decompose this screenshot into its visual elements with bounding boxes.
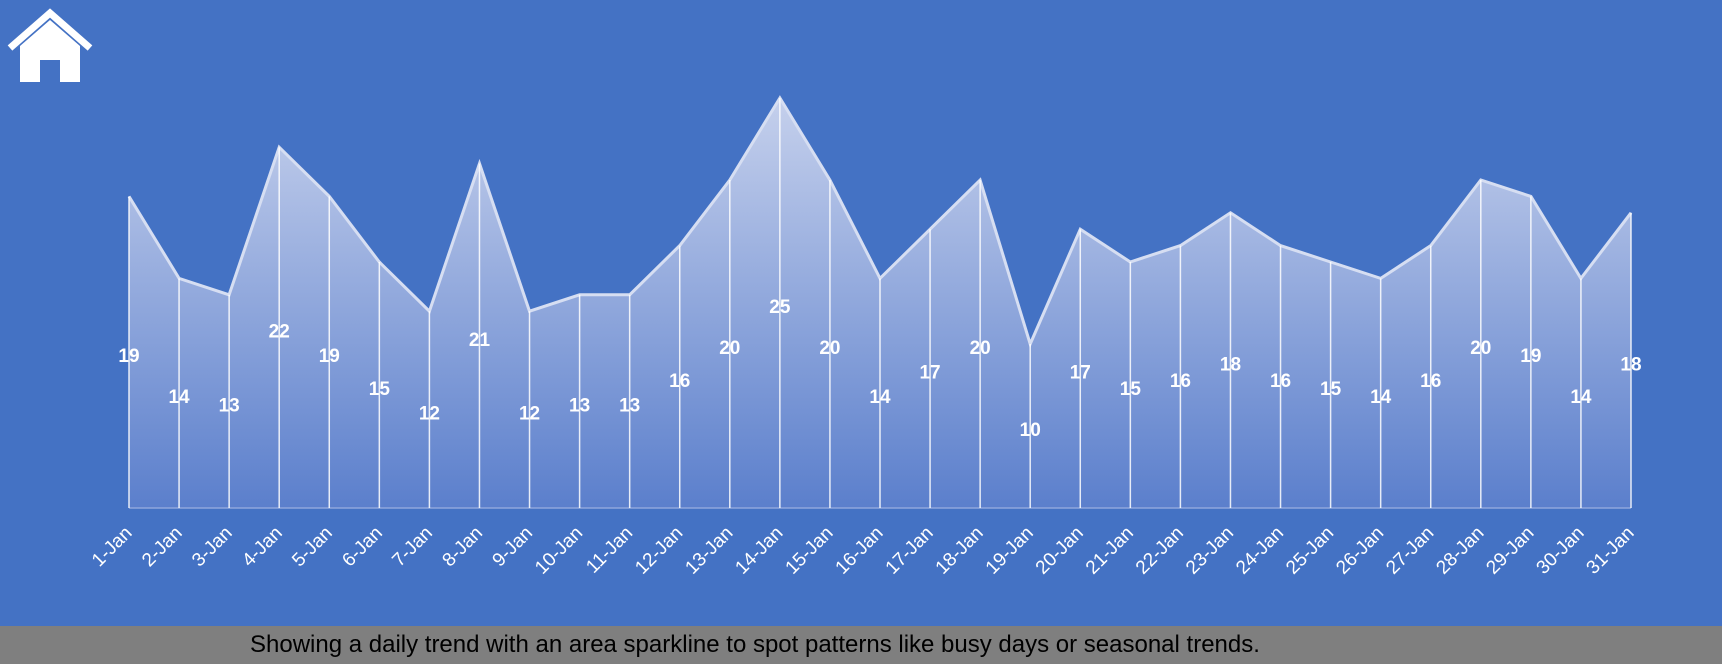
data-label: 10 [1020, 420, 1041, 441]
x-tick-label: 1-Jan [88, 523, 136, 571]
x-tick-label: 15-Jan [782, 523, 838, 579]
data-label: 13 [619, 395, 640, 416]
x-tick-label: 17-Jan [882, 523, 938, 579]
x-tick-label: 22-Jan [1132, 523, 1188, 579]
data-label: 21 [469, 330, 491, 351]
data-label: 20 [819, 338, 840, 359]
data-label: 13 [569, 395, 590, 416]
x-tick-label: 10-Jan [531, 523, 587, 579]
x-tick-label: 28-Jan [1432, 523, 1488, 579]
x-tick-label: 29-Jan [1482, 523, 1538, 579]
data-label: 16 [1420, 371, 1441, 392]
x-tick-label: 26-Jan [1332, 523, 1388, 579]
area-sparkline-chart: 19 14 13 22 19 15 12 21 12 13 13 16 20 25 20 14 17 20 10 17… [88, 95, 1642, 579]
x-tick-label: 20-Jan [1032, 523, 1088, 579]
data-label: 16 [1170, 371, 1191, 392]
data-label: 12 [419, 404, 440, 425]
x-tick-label: 30-Jan [1533, 523, 1589, 579]
data-label: 25 [769, 297, 791, 318]
home-icon [7, 8, 93, 82]
data-label: 18 [1220, 354, 1241, 375]
x-tick-label: 3-Jan [188, 523, 236, 571]
data-label: 16 [669, 371, 690, 392]
x-tick-label: 12-Jan [631, 523, 687, 579]
data-label: 17 [1070, 363, 1091, 384]
x-tick-label: 19-Jan [982, 523, 1038, 579]
x-tick-label: 7-Jan [388, 523, 436, 571]
data-label: 14 [1570, 387, 1592, 408]
x-tick-label: 8-Jan [439, 523, 487, 571]
data-label: 14 [168, 387, 190, 408]
x-tick-label: 24-Jan [1232, 523, 1288, 579]
x-tick-label: 18-Jan [932, 523, 988, 579]
data-label: 20 [970, 338, 991, 359]
x-tick-label: 13-Jan [681, 523, 737, 579]
data-label: 15 [369, 379, 391, 400]
x-tick-label: 2-Jan [138, 523, 186, 571]
x-tick-label: 25-Jan [1282, 523, 1338, 579]
footer-bar: Showing a daily trend with an area spark… [0, 626, 1722, 664]
x-tick-label: 27-Jan [1382, 523, 1438, 579]
data-label: 22 [269, 322, 290, 343]
x-tick-label: 11-Jan [582, 523, 637, 578]
data-label: 16 [1270, 371, 1291, 392]
x-tick-label: 14-Jan [731, 523, 787, 579]
x-tick-label: 5-Jan [288, 523, 336, 571]
data-label: 14 [869, 387, 891, 408]
data-label: 17 [919, 363, 940, 384]
data-label: 14 [1370, 387, 1392, 408]
data-label: 19 [118, 346, 139, 367]
home-button[interactable] [6, 8, 94, 84]
data-label: 18 [1620, 354, 1641, 375]
data-label: 20 [719, 338, 740, 359]
data-label: 12 [519, 404, 540, 425]
data-label: 15 [1320, 379, 1342, 400]
data-label: 15 [1120, 379, 1142, 400]
x-tick-label: 9-Jan [489, 523, 537, 571]
data-label: 19 [319, 346, 340, 367]
x-tick-label: 16-Jan [832, 523, 888, 579]
data-label: 20 [1470, 338, 1491, 359]
footer-caption: Showing a daily trend with an area spark… [250, 631, 1260, 658]
x-tick-label: 23-Jan [1182, 523, 1238, 579]
x-tick-label: 21-Jan [1082, 523, 1138, 579]
data-label: 19 [1520, 346, 1541, 367]
data-label: 13 [219, 395, 240, 416]
x-tick-label: 31-Jan [1583, 523, 1639, 579]
x-tick-label: 4-Jan [238, 523, 286, 571]
x-tick-label: 6-Jan [338, 523, 386, 571]
